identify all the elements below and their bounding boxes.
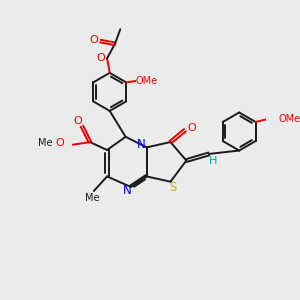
Text: O: O (55, 138, 64, 148)
Text: S: S (169, 181, 176, 194)
Text: N: N (122, 184, 131, 197)
Text: O: O (89, 35, 98, 45)
Text: Me: Me (85, 193, 100, 202)
Text: O: O (74, 116, 82, 126)
Text: O: O (96, 53, 105, 63)
Text: OMe: OMe (279, 114, 300, 124)
Text: O: O (187, 122, 196, 133)
Text: OMe: OMe (136, 76, 158, 86)
Text: Me: Me (38, 138, 52, 148)
Text: H: H (208, 156, 217, 167)
Text: N: N (136, 138, 145, 151)
